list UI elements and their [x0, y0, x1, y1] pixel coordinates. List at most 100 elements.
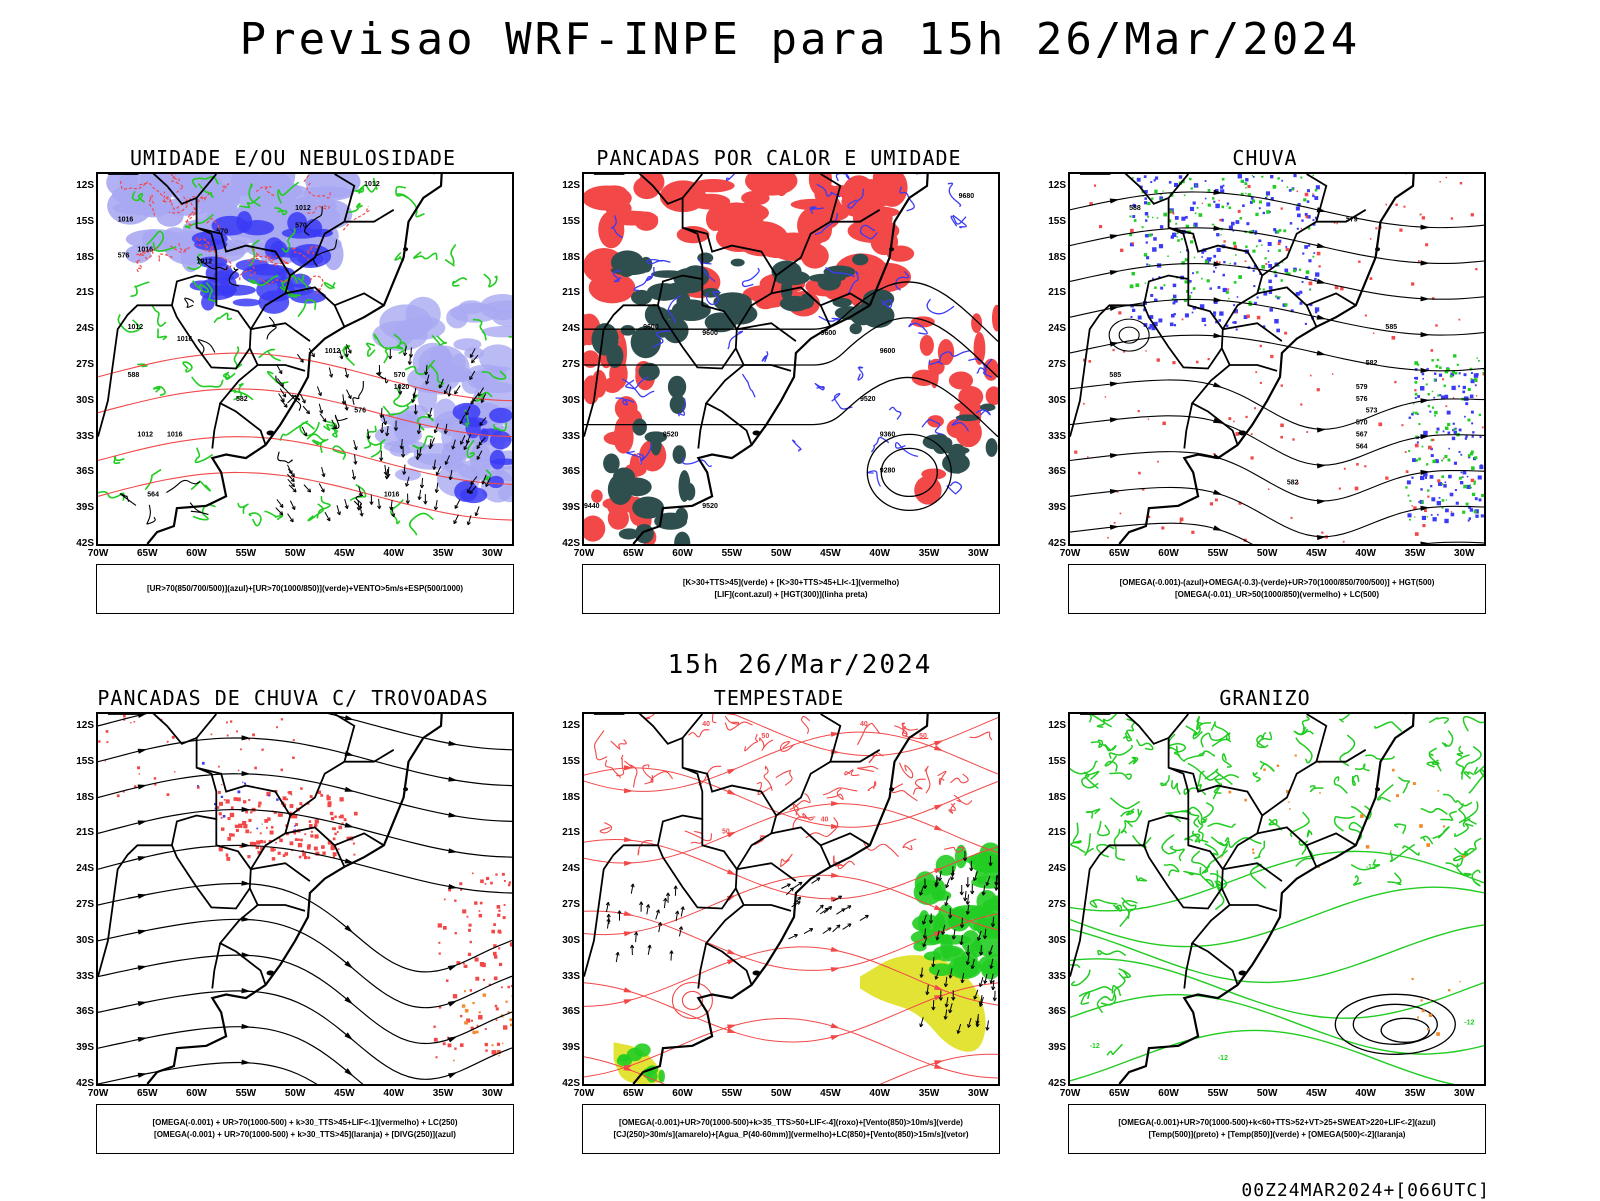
lon-tick-label: 60W — [186, 548, 207, 559]
panel-title: PANCADAS POR CALOR E UMIDADE — [534, 146, 1024, 170]
svg-text:570: 570 — [1356, 420, 1368, 427]
svg-text:570: 570 — [295, 223, 307, 230]
lat-tick-label: 18S — [70, 792, 94, 803]
legend-line: [Temp(500)](preto) + [Temp(850)](verde) … — [1149, 1129, 1406, 1141]
svg-text:582: 582 — [1287, 479, 1299, 486]
legend-line: [K>30+TTS>45](verde) + [K>30+TTS>45+LI<-… — [683, 577, 899, 589]
lon-tick-label: 40W — [383, 1088, 404, 1099]
lon-tick-label: 40W — [1355, 548, 1376, 559]
svg-text:585: 585 — [1385, 324, 1397, 331]
lon-tick-label: 55W — [236, 1088, 257, 1099]
svg-text:576: 576 — [354, 408, 366, 415]
lon-tick-label: 40W — [1355, 1088, 1376, 1099]
lon-tick-label: 35W — [1405, 1088, 1426, 1099]
lat-tick-label: 33S — [70, 971, 94, 982]
panel-title: TEMPESTADE — [534, 686, 1024, 710]
svg-text:1012: 1012 — [325, 348, 341, 355]
panel-legend: [OMEGA(-0.001)-(azul)+OMEGA(-0.3)-(verde… — [1068, 564, 1486, 614]
svg-text:-12: -12 — [1464, 1019, 1474, 1026]
svg-text:564: 564 — [147, 491, 159, 498]
svg-text:-12: -12 — [1218, 1055, 1228, 1062]
lat-tick-label: 36S — [70, 1006, 94, 1017]
lat-tick-label: 12S — [556, 720, 580, 731]
lat-tick-label: 12S — [1042, 180, 1066, 191]
lon-tick-label: 65W — [137, 548, 158, 559]
svg-text:50: 50 — [722, 828, 730, 835]
lat-tick-label: 24S — [556, 863, 580, 874]
lon-tick-label: 30W — [482, 548, 503, 559]
lon-tick-label: 30W — [968, 548, 989, 559]
lat-tick-label: 33S — [1042, 431, 1066, 442]
legend-line: [OMEGA(-0.001)+UR>70(1000-500)+k>35_TTS>… — [619, 1117, 963, 1129]
lon-tick-label: 35W — [919, 548, 940, 559]
lon-tick-label: 45W — [820, 548, 841, 559]
map-canvas — [98, 714, 512, 1084]
lat-tick-label: 33S — [1042, 971, 1066, 982]
panel-granizo: GRANIZO -12-12-12-12 [OMEGA(-0.001)+UR>7… — [1020, 686, 1510, 1166]
lon-tick-label: 70W — [1060, 1088, 1081, 1099]
lon-tick-label: 55W — [236, 548, 257, 559]
lat-tick-label: 21S — [70, 827, 94, 838]
lat-tick-label: 39S — [556, 1042, 580, 1053]
lat-tick-label: 39S — [556, 502, 580, 513]
forecast-time-title: 15h 26/Mar/2024 — [0, 650, 1600, 680]
panel-legend: [OMEGA(-0.001)+UR>70(1000-500)+k<60+TTS>… — [1068, 1104, 1486, 1154]
lon-tick-label: 50W — [771, 548, 792, 559]
lat-tick-label: 36S — [556, 466, 580, 477]
map-canvas: 1012101210121016101610121016101210161016… — [98, 174, 512, 544]
lon-tick-label: 55W — [1208, 548, 1229, 559]
lon-tick-label: 65W — [1109, 1088, 1130, 1099]
panel-title: CHUVA — [1020, 146, 1510, 170]
svg-text:1012: 1012 — [364, 181, 380, 188]
svg-text:40: 40 — [860, 721, 868, 728]
panel-legend: [OMEGA(-0.001)+UR>70(1000-500)+k>35_TTS>… — [582, 1104, 1000, 1154]
svg-text:9280: 9280 — [880, 467, 896, 474]
svg-text:1016: 1016 — [118, 217, 134, 224]
lat-tick-label: 33S — [70, 431, 94, 442]
lat-tick-label: 39S — [1042, 502, 1066, 513]
svg-text:585: 585 — [1109, 372, 1121, 379]
lon-tick-label: 60W — [1158, 548, 1179, 559]
lat-tick-label: 24S — [556, 323, 580, 334]
panel-title: PANCADAS DE CHUVA C/ TROVOADAS — [48, 686, 538, 710]
lat-tick-label: 21S — [1042, 287, 1066, 298]
svg-text:579: 579 — [1356, 384, 1368, 391]
lon-tick-label: 45W — [1306, 548, 1327, 559]
lon-tick-label: 40W — [869, 1088, 890, 1099]
lat-tick-label: 36S — [70, 466, 94, 477]
lat-tick-label: 15S — [1042, 216, 1066, 227]
lon-tick-label: 65W — [137, 1088, 158, 1099]
lat-tick-label: 21S — [70, 287, 94, 298]
lon-tick-label: 50W — [285, 548, 306, 559]
svg-text:576: 576 — [1356, 396, 1368, 403]
svg-text:9520: 9520 — [663, 432, 679, 439]
svg-text:570: 570 — [394, 372, 406, 379]
lon-tick-label: 45W — [334, 548, 355, 559]
lat-tick-label: 30S — [1042, 395, 1066, 406]
lon-tick-label: 65W — [1109, 548, 1130, 559]
svg-text:-12: -12 — [1090, 1043, 1100, 1050]
lon-tick-label: 60W — [186, 1088, 207, 1099]
lat-tick-label: 15S — [556, 216, 580, 227]
lon-tick-label: 35W — [919, 1088, 940, 1099]
lon-tick-label: 70W — [574, 548, 595, 559]
lon-tick-label: 45W — [334, 1088, 355, 1099]
svg-text:588: 588 — [1129, 205, 1141, 212]
lat-tick-label: 18S — [1042, 252, 1066, 263]
lon-tick-label: 70W — [574, 1088, 595, 1099]
lon-tick-label: 70W — [1060, 548, 1081, 559]
lat-tick-label: 21S — [556, 827, 580, 838]
panel-trovoadas: PANCADAS DE CHUVA C/ TROVOADAS [OMEGA(-0… — [48, 686, 538, 1166]
lon-tick-label: 50W — [285, 1088, 306, 1099]
lat-tick-label: 15S — [1042, 756, 1066, 767]
lat-tick-label: 33S — [556, 971, 580, 982]
main-title: Previsao WRF-INPE para 15h 26/Mar/2024 — [0, 14, 1600, 65]
svg-text:576: 576 — [118, 253, 130, 260]
lon-tick-label: 40W — [869, 548, 890, 559]
